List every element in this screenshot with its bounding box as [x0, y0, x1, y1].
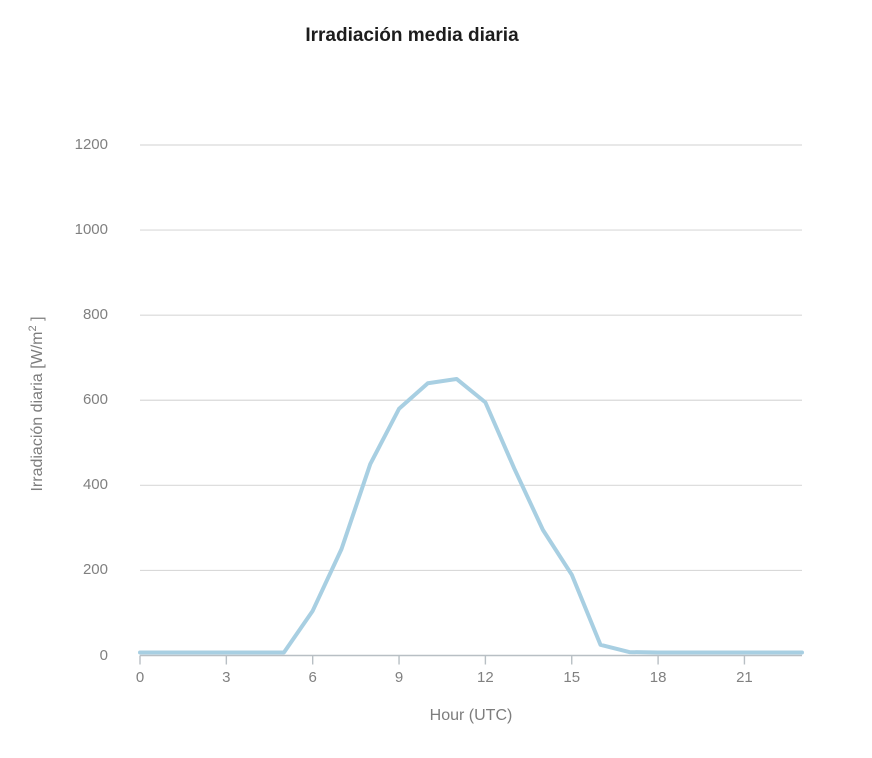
x-tick-label-21: 21 [736, 669, 753, 686]
x-axis-title: Hour (UTC) [429, 707, 513, 724]
x-tick-label-6: 6 [308, 669, 317, 686]
y-tick-label-600: 600 [82, 391, 108, 409]
x-tick-label-12: 12 [477, 669, 494, 686]
x-tick-label-0: 0 [135, 669, 145, 686]
x-tick-label-9: 9 [394, 669, 404, 686]
y-tick-label-200: 200 [82, 561, 108, 579]
irradiation-series-line [138, 376, 804, 655]
x-tick-label-15: 15 [563, 669, 581, 686]
x-tick-label-3: 3 [222, 669, 231, 686]
y-tick-label-1200: 1200 [74, 136, 108, 153]
y-tick-label-400: 400 [82, 476, 108, 494]
y-tick-label-1000: 1000 [74, 221, 108, 239]
chart-title: Irradiación media diaria [305, 25, 519, 46]
x-tick-label-18: 18 [649, 669, 667, 686]
y-tick-label-800: 800 [82, 306, 108, 324]
y-tick-label-0: 0 [99, 646, 108, 664]
